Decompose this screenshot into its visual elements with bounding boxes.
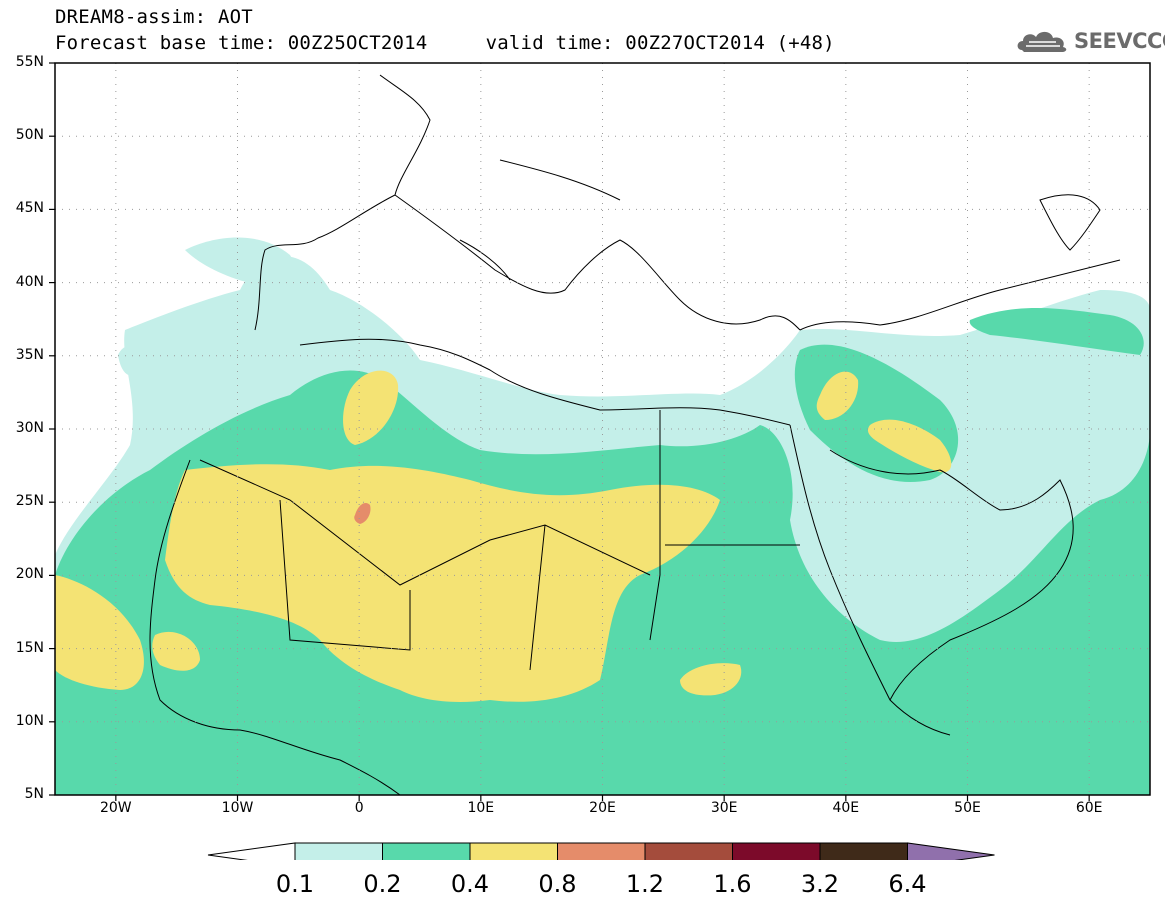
lon-label: 30E xyxy=(710,800,738,816)
lat-label: 40N xyxy=(15,273,44,290)
lon-label: 50E xyxy=(954,800,981,816)
lon-label: 10E xyxy=(467,800,495,816)
forecast-times: Forecast base time: 00Z25OCT2014 valid t… xyxy=(55,32,835,54)
colorbar-label: 6.4 xyxy=(888,870,927,898)
colorbar-label: 0.8 xyxy=(538,870,577,898)
colorbar-label: 3.2 xyxy=(800,870,840,898)
colorbar-label: 1.6 xyxy=(713,870,752,898)
colorbar-label: 0.1 xyxy=(275,870,315,898)
aot-map xyxy=(49,62,1151,860)
seevccc-logo: SEEVCCC xyxy=(1016,28,1165,54)
lon-label: 60E xyxy=(1075,800,1103,816)
lat-label: 25N xyxy=(15,493,44,510)
aot-level-0-4 xyxy=(55,370,952,702)
colorbar-over-arrow xyxy=(907,842,995,860)
colorbar-label: 0.4 xyxy=(450,870,490,898)
lon-label: 20W xyxy=(99,800,132,816)
aot-level-0-8 xyxy=(354,503,371,524)
colorbar-box xyxy=(819,842,908,860)
colorbar-box xyxy=(294,842,383,860)
cloud-icon xyxy=(1017,31,1067,52)
lat-label: 5N xyxy=(24,786,44,802)
lon-label: 0 xyxy=(354,800,364,816)
lat-label: 45N xyxy=(15,200,44,217)
map-title: DREAM8-assim: AOT xyxy=(55,6,253,28)
colorbar-box xyxy=(732,842,821,860)
lat-label: 50N xyxy=(15,127,44,144)
colorbar xyxy=(207,842,995,860)
colorbar-label: 1.2 xyxy=(625,870,665,898)
lon-label: 40E xyxy=(832,800,860,816)
coastlines xyxy=(149,74,1121,796)
lat-lon-grid xyxy=(55,63,1150,795)
lat-label: 10N xyxy=(15,712,44,729)
colorbar-box xyxy=(469,842,558,860)
colorbar-box xyxy=(382,842,471,860)
lat-label: 35N xyxy=(15,346,44,363)
colorbar-label: 0.2 xyxy=(363,870,402,898)
colorbar-under-arrow xyxy=(207,842,296,860)
axis-ticks xyxy=(49,62,1090,801)
lat-label: 15N xyxy=(15,639,44,656)
lat-label: 20N xyxy=(15,566,44,583)
colorbar-box xyxy=(557,842,646,860)
lat-label: 55N xyxy=(15,54,44,70)
lon-label: 20E xyxy=(589,800,616,816)
lat-label: 30N xyxy=(15,420,44,436)
lon-label: 10W xyxy=(221,800,254,816)
colorbar-box xyxy=(644,842,733,860)
logo-text: SEEVCCC xyxy=(1074,29,1165,53)
